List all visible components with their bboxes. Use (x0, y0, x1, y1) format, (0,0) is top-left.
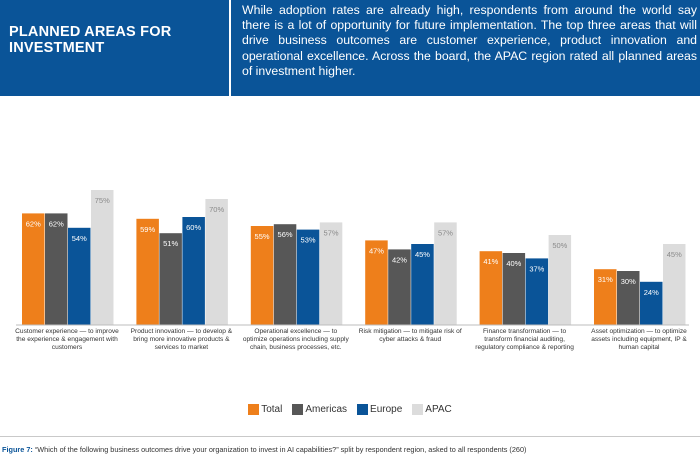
category-label-5: Finance transformation — to transform fi… (475, 328, 574, 352)
legend-swatch-total (248, 403, 260, 415)
bar-chart: 62% 62% 54% 75% 59% 51% 60% 70% 55% 56% 53% 57% 47% 4… (16, 190, 689, 326)
bar-apac-1 (91, 190, 114, 325)
bar-europe-5 (525, 258, 549, 325)
category-label-2: Product innovation — to develop & bring … (130, 328, 233, 352)
page-title: PLANNED AREAS FOR INVESTMENT (9, 24, 172, 56)
legend-item-americas: Americas (292, 403, 348, 415)
legend-item-total: Total (248, 403, 283, 415)
bar-americas-2 (159, 233, 182, 325)
bar-total-6 (594, 269, 617, 325)
data-label-total-1: 62% (26, 219, 41, 228)
data-label-apac-4: 57% (438, 228, 453, 237)
data-label-europe-1: 54% (72, 234, 87, 243)
legend-label-apac: APAC (425, 403, 452, 415)
legend-label-total: Total (261, 403, 283, 415)
footer-divider (0, 436, 700, 437)
category-label-6: Asset optimization — to optimize assets … (591, 328, 687, 352)
data-label-europe-2: 60% (186, 223, 201, 232)
data-label-apac-5: 50% (552, 241, 567, 250)
header-divider (229, 0, 231, 96)
bar-americas-6 (617, 271, 640, 325)
legend-item-europe: Europe (357, 403, 403, 415)
legend-label-americas: Americas (305, 403, 348, 415)
legend-item-apac: APAC (412, 403, 452, 415)
bar-apac-6 (663, 244, 686, 325)
legend-swatch-apac (412, 403, 424, 415)
data-label-americas-4: 42% (392, 255, 407, 264)
legend-swatch-americas (292, 403, 304, 415)
bar-americas-1 (45, 213, 68, 325)
category-label-1: Customer experience — to improve the exp… (15, 328, 119, 352)
bar-apac-4 (434, 222, 457, 325)
bar-total-2 (136, 218, 159, 325)
data-label-americas-6: 30% (621, 277, 636, 286)
bar-apac-3 (319, 222, 343, 325)
intro-paragraph: While adoption rates are already high, r… (242, 3, 697, 78)
legend-swatch-europe (357, 403, 369, 415)
data-label-apac-6: 45% (667, 250, 682, 259)
data-label-total-2: 59% (140, 225, 155, 234)
data-label-europe-6: 24% (644, 288, 659, 297)
bar-total-5 (479, 251, 503, 325)
bar-americas-3 (273, 224, 297, 325)
bar-europe-1 (68, 227, 91, 325)
data-label-apac-1: 75% (95, 196, 110, 205)
figure-caption-label: Figure 7: (2, 445, 33, 454)
data-label-europe-3: 53% (301, 236, 316, 245)
bar-total-4 (365, 240, 388, 325)
bar-europe-2 (182, 217, 205, 325)
bar-americas-5 (502, 253, 526, 325)
data-label-americas-3: 56% (278, 230, 293, 239)
legend: Total Americas Europe APAC (0, 402, 700, 416)
bar-apac-2 (205, 199, 228, 325)
data-label-apac-3: 57% (324, 228, 339, 237)
bar-europe-3 (296, 229, 320, 325)
bar-europe-4 (411, 244, 434, 325)
data-label-americas-2: 51% (163, 239, 178, 248)
figure-caption: Figure 7: “Which of the following busine… (2, 445, 698, 454)
data-label-total-6: 31% (598, 275, 613, 284)
header-banner: PLANNED AREAS FOR INVESTMENT While adopt… (0, 0, 700, 96)
data-label-total-5: 41% (483, 257, 498, 266)
bar-total-1 (22, 213, 45, 325)
data-label-total-4: 47% (369, 246, 384, 255)
figure-caption-text: “Which of the following business outcome… (34, 445, 527, 454)
data-label-americas-1: 62% (49, 219, 64, 228)
bars-group: 62% 62% 54% 75% 59% 51% 60% 70% 55% 56% 53% 57% 47% 4… (22, 190, 686, 325)
bar-apac-5 (548, 235, 572, 325)
bar-total-3 (250, 226, 274, 325)
legend-label-europe: Europe (370, 403, 403, 415)
data-label-total-3: 55% (255, 232, 270, 241)
data-label-americas-5: 40% (506, 259, 521, 268)
bar-europe-6 (640, 281, 663, 325)
category-label-3: Operational excellence — to optimize ope… (242, 328, 349, 352)
data-label-apac-2: 70% (209, 205, 224, 214)
bar-americas-4 (388, 249, 411, 325)
data-label-europe-4: 45% (415, 250, 430, 259)
category-label-4: Risk mitigation — to mitigate risk of cy… (358, 328, 462, 344)
data-label-europe-5: 37% (529, 264, 544, 273)
